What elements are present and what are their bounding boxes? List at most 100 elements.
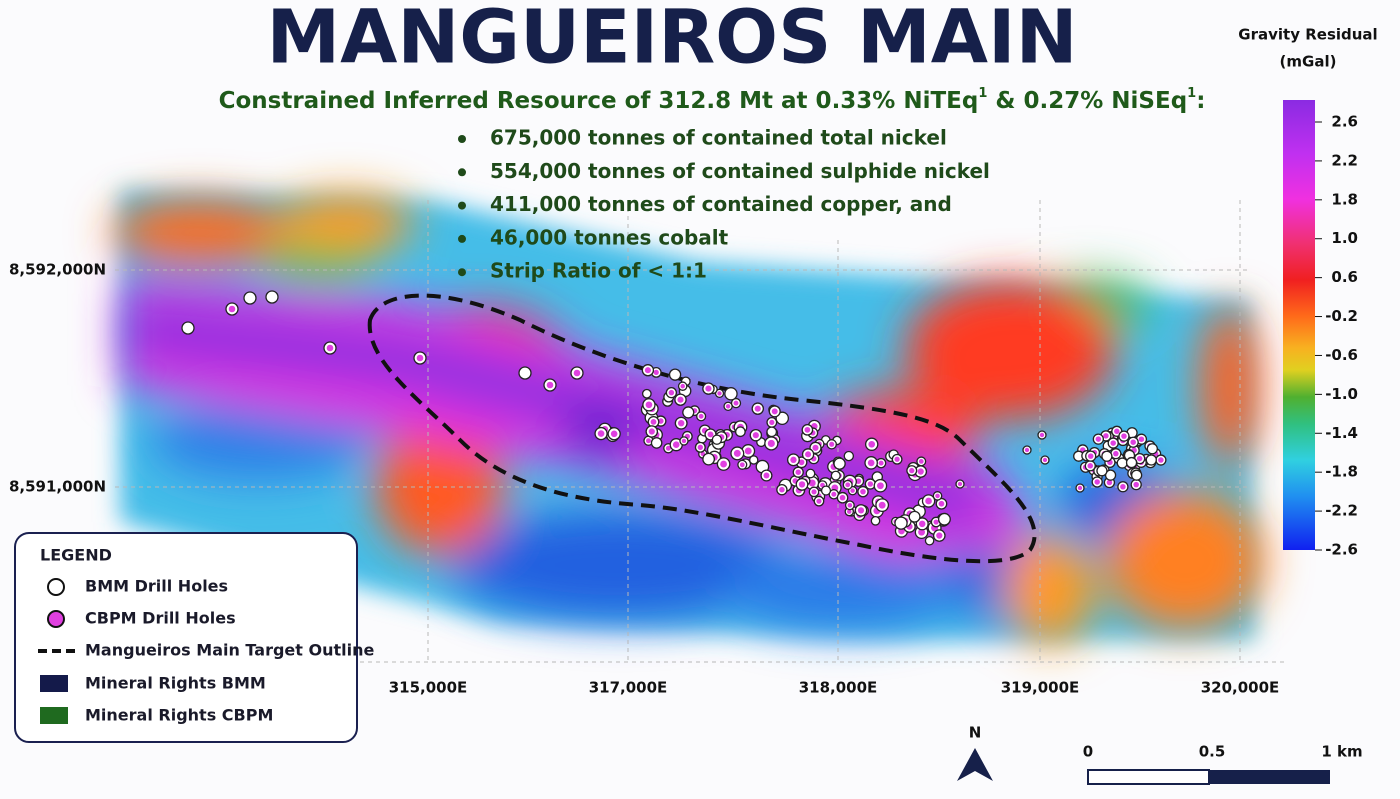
drill-hole <box>702 452 716 466</box>
scale-label: 0 <box>1083 743 1093 761</box>
drill-hole-core <box>546 381 554 389</box>
drill-hole-core <box>812 444 819 451</box>
drill-hole-core <box>847 502 853 508</box>
drill-hole-core <box>798 459 805 466</box>
northing-label: 8,592,000N <box>9 261 106 279</box>
legend-title: LEGEND <box>40 546 112 565</box>
drill-hole-core <box>1087 453 1094 459</box>
drill-hole-core <box>1106 479 1113 486</box>
drill-hole-core <box>855 478 862 484</box>
bullet-text: 554,000 tonnes of contained sulphide nic… <box>490 159 990 183</box>
drill-hole <box>724 387 738 401</box>
subtitle-text: : <box>1196 88 1205 114</box>
drill-hole-core <box>653 369 659 375</box>
drill-hole <box>243 291 257 305</box>
bullet-dot <box>458 268 466 277</box>
drill-hole <box>1104 469 1117 481</box>
drill-hole <box>820 485 832 496</box>
drill-hole-core <box>725 404 731 409</box>
colorbar-unit: (mGal) <box>1280 53 1337 71</box>
colorbar-label: 0.6 <box>1331 268 1358 286</box>
drill-hole <box>843 450 855 462</box>
superscript: 1 <box>1187 86 1196 101</box>
drill-hole-core <box>878 460 884 466</box>
drill-hole-core <box>877 482 884 490</box>
drill-hole-core <box>677 396 684 403</box>
colorbar-label: -1.8 <box>1325 463 1358 481</box>
legend: LEGEND BMM Drill Holes CBPM Drill Holes … <box>14 532 374 743</box>
drill-hole <box>924 535 935 546</box>
scale-bar <box>1087 769 1210 785</box>
easting-label: 315,000E <box>389 679 468 697</box>
colorbar-title: Gravity Residual <box>1238 26 1377 44</box>
drill-hole <box>668 368 682 381</box>
drill-hole-core <box>829 441 835 447</box>
north-arrow <box>957 748 993 781</box>
bullet-dot <box>458 234 466 243</box>
drill-hole-core <box>868 440 876 448</box>
colorbar-labels: 2.6 2.2 1.8 1.0 0.6 -0.2 -0.6 -1.0 -1.4 -1.8 -2.2 -… <box>1315 113 1358 559</box>
subtitle-text: & 0.27% NiSEq <box>987 88 1187 114</box>
drill-hole-core <box>754 405 761 412</box>
drill-hole <box>937 512 951 526</box>
bullet-text: 675,000 tonnes of contained total nickel <box>490 126 947 150</box>
drill-hole <box>650 437 663 449</box>
drill-hole <box>1145 454 1157 466</box>
target-outline <box>367 293 1037 564</box>
drill-hole-core <box>648 428 655 435</box>
drill-hole <box>830 470 841 481</box>
drill-hole <box>908 510 921 523</box>
bullet-text: Strip Ratio of < 1:1 <box>490 259 707 283</box>
subtitle: Constrained Inferred Resource of 312.8 M… <box>219 86 1206 114</box>
drill-hole-core <box>744 447 752 455</box>
drill-hole-core <box>878 501 886 509</box>
drill-hole-core <box>860 488 866 495</box>
drill-hole-core <box>650 418 657 425</box>
colorbar-label: -2.2 <box>1325 502 1358 520</box>
drill-hole-core <box>1113 450 1119 457</box>
drill-hole-core <box>933 519 939 525</box>
drill-hole-core <box>707 431 714 438</box>
drill-hole-core <box>698 413 704 419</box>
bullet-text: 411,000 tonnes of contained copper, and <box>490 192 952 216</box>
drill-hole-core <box>867 459 875 467</box>
drill-hole-core <box>677 419 685 427</box>
drill-hole-core <box>739 462 745 468</box>
drill-hole-core <box>610 430 618 438</box>
drill-hole-core <box>1087 463 1094 469</box>
drill-hole-core <box>790 456 797 464</box>
colorbar-label: 2.2 <box>1331 151 1358 169</box>
drill-hole-core <box>918 520 926 528</box>
drill-hole <box>766 426 778 438</box>
drill-hole-core <box>680 383 685 389</box>
drill-hole-core <box>925 497 932 505</box>
north-label: N <box>969 724 982 742</box>
drill-hole-core <box>644 367 651 374</box>
superscript: 1 <box>978 86 987 101</box>
colorbar <box>1283 100 1315 550</box>
drill-hole-core <box>733 449 741 457</box>
drill-hole <box>682 406 695 419</box>
drill-hole-core <box>816 498 822 504</box>
drill-hole-core <box>658 418 664 424</box>
bullet-text: 46,000 tonnes cobalt <box>490 225 729 249</box>
legend-item: CBPM Drill Holes <box>85 609 236 628</box>
drill-hole <box>833 457 846 470</box>
northing-label: 8,591,000N <box>9 478 106 496</box>
drill-holes <box>181 290 1167 546</box>
drill-hole-core <box>1077 485 1083 491</box>
drill-hole-core <box>1103 433 1109 439</box>
drill-hole-core <box>416 354 424 362</box>
drill-hole <box>1130 469 1143 481</box>
easting-label: 320,000E <box>1201 679 1280 697</box>
drill-hole-core <box>1094 479 1100 485</box>
drill-hole-core <box>1024 447 1030 453</box>
drill-hole-core <box>1039 432 1045 438</box>
drill-hole-core <box>867 481 874 487</box>
drill-hole-core <box>1136 455 1143 462</box>
drill-hole-core <box>847 509 852 514</box>
drill-hole-core <box>917 468 924 475</box>
drill-hole <box>518 366 532 380</box>
drill-hole-core <box>918 459 924 464</box>
drill-hole-core <box>1042 457 1048 463</box>
